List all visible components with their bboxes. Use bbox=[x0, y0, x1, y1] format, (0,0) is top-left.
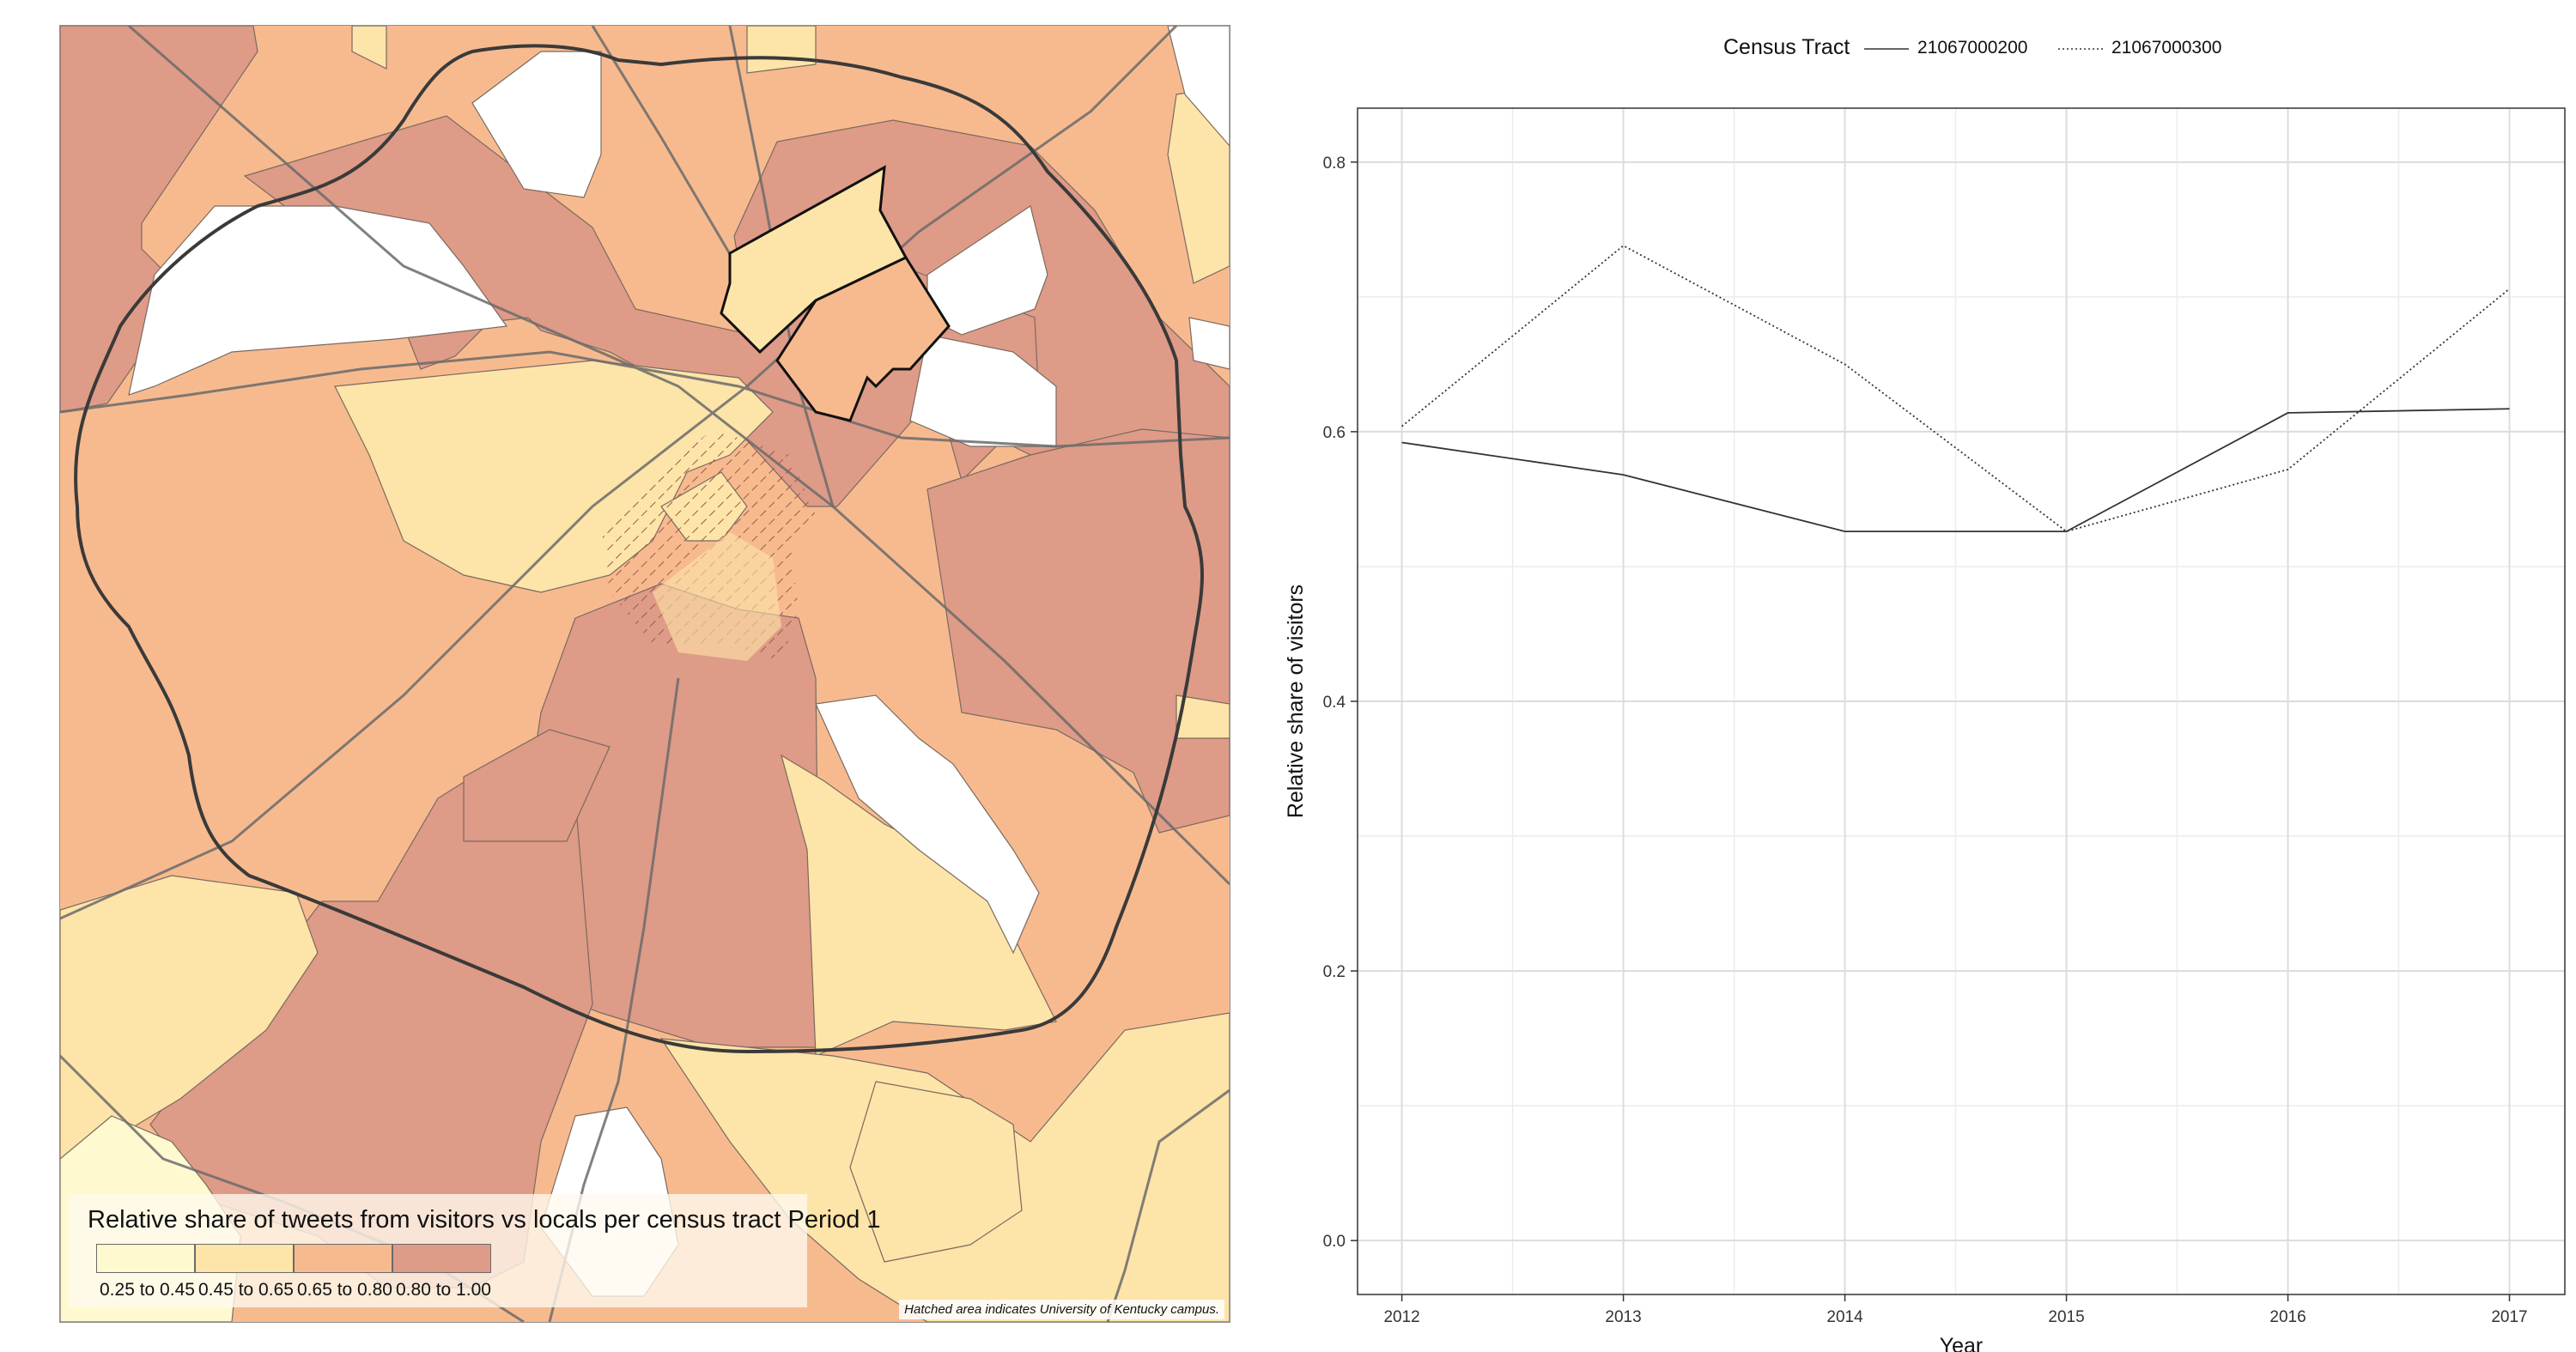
x-tick-label: 2012 bbox=[1383, 1308, 1419, 1326]
legend-label-4: 0.80 to 1.00 bbox=[396, 1280, 491, 1300]
legend-label-1: 0.25 to 0.45 bbox=[100, 1280, 195, 1300]
series-line-1 bbox=[1401, 408, 2510, 533]
y-tick-label: 0.4 bbox=[1323, 694, 1346, 712]
tract-21067000300 bbox=[775, 256, 951, 422]
legend-swatch-4 bbox=[392, 1244, 491, 1273]
y-axis-label: Relative share of visitors bbox=[1284, 585, 1308, 818]
x-tick-label: 2013 bbox=[1605, 1308, 1641, 1326]
legend-label-series-1: 21067000200 bbox=[1917, 38, 2028, 58]
chart-legend-title: Census Tract bbox=[1723, 35, 1850, 59]
map-canvas bbox=[60, 26, 1230, 1322]
campus-hatch-south bbox=[653, 532, 781, 661]
map-legend: Relative share of tweets from visitors v… bbox=[69, 1194, 881, 1307]
tracts-class-2 bbox=[60, 26, 1230, 1322]
choropleth-map: Relative share of tweets from visitors v… bbox=[59, 25, 1230, 1323]
legend-label-series-2: 21067000300 bbox=[2111, 38, 2222, 58]
legend-key-solid bbox=[1864, 48, 1909, 50]
x-tick-label: 2017 bbox=[2491, 1308, 2527, 1326]
legend-swatch-1 bbox=[96, 1244, 195, 1273]
legend-label-3: 0.65 to 0.80 bbox=[297, 1280, 392, 1300]
x-axis-label: Year bbox=[1940, 1334, 1984, 1352]
map-legend-title: Relative share of tweets from visitors v… bbox=[88, 1206, 881, 1234]
legend-swatch-3 bbox=[294, 1244, 392, 1273]
road-network bbox=[60, 26, 1230, 1322]
y-tick-label: 0.8 bbox=[1323, 155, 1346, 173]
x-tick-label: 2016 bbox=[2269, 1308, 2306, 1326]
x-tick-label: 2014 bbox=[1826, 1308, 1863, 1326]
y-tick-label: 0.0 bbox=[1323, 1233, 1346, 1251]
y-tick-label: 0.2 bbox=[1323, 963, 1346, 981]
ring-road bbox=[74, 44, 1204, 1054]
y-tick-label: 0.6 bbox=[1323, 424, 1346, 442]
map-footnote: Hatched area indicates University of Ken… bbox=[899, 1300, 1224, 1319]
ticks-layer: 2012 2013 2014 2015 2016 2017 0.0 0.2 0.4 0.6 0.8 bbox=[1323, 155, 2528, 1326]
grid-layer bbox=[1358, 108, 2565, 1294]
legend-key-dotted bbox=[2058, 48, 2103, 50]
legend-swatch-2 bbox=[195, 1244, 294, 1273]
line-chart-svg: 2012 2013 2014 2015 2016 20170.00.20.40.60.8 … bbox=[1284, 107, 2566, 1352]
x-tick-label: 2015 bbox=[2048, 1308, 2084, 1326]
series-layer bbox=[1401, 245, 2511, 533]
line-chart-panel: Census Tract 21067000200 21067000300 201… bbox=[1229, 0, 2576, 1352]
tracts-no-data bbox=[128, 26, 1230, 1297]
selected-tracts bbox=[720, 165, 951, 422]
legend-label-2: 0.45 to 0.65 bbox=[198, 1280, 294, 1300]
